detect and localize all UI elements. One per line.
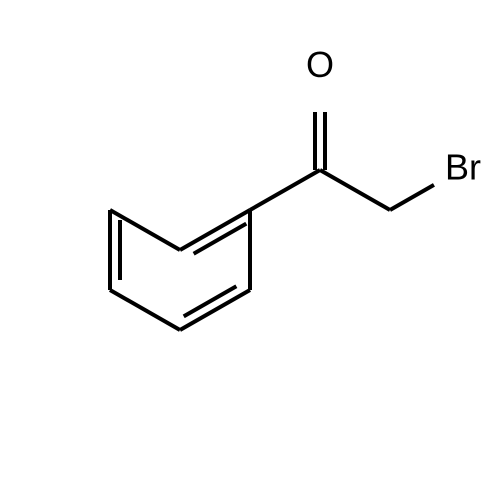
o-label: O — [306, 44, 334, 85]
br-label: Br — [445, 147, 481, 188]
bonds — [110, 112, 434, 330]
atom-labels: O Br — [306, 44, 481, 188]
molecule-diagram: O Br — [0, 0, 500, 500]
